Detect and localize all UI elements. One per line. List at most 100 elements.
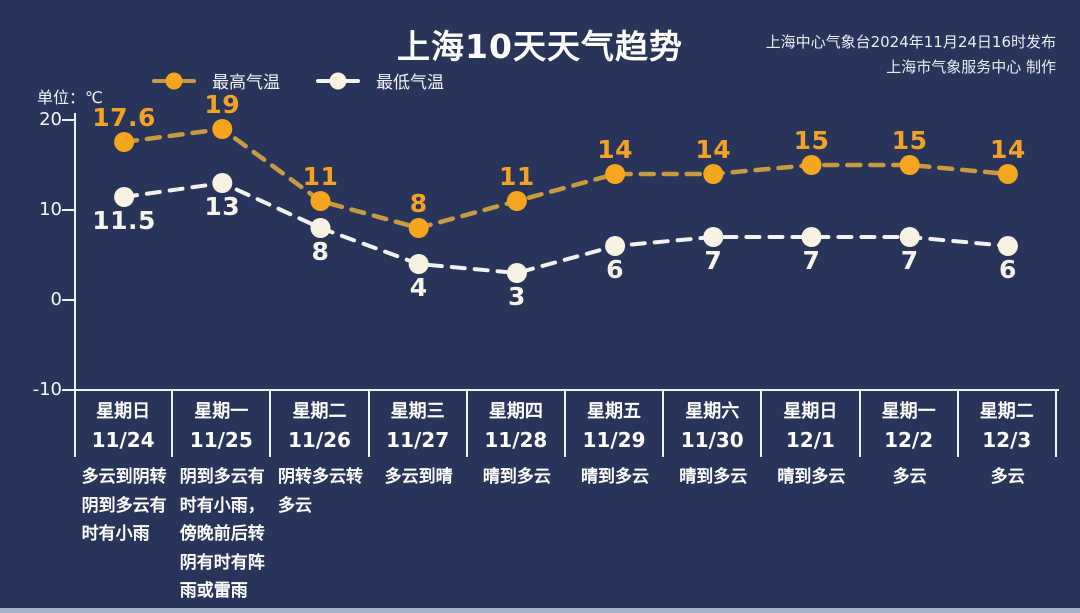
date-label: 11/28 bbox=[484, 427, 548, 452]
high-temp-marker-icon bbox=[703, 164, 724, 184]
weekday-label: 星期六 bbox=[685, 400, 740, 422]
high-temp-value-label: 15 bbox=[793, 126, 830, 155]
weekday-label: 星期四 bbox=[488, 400, 543, 422]
date-label: 12/2 bbox=[884, 427, 934, 452]
weekday-label: 星期一 bbox=[194, 400, 249, 422]
weekday-label: 星期一 bbox=[881, 400, 936, 422]
legend-item-low-temp: 最低气温 bbox=[316, 68, 444, 93]
legend: 最高气温 最低气温 bbox=[152, 68, 444, 93]
high-temp-value-label: 19 bbox=[204, 90, 241, 119]
low-temp-marker-icon bbox=[114, 187, 135, 207]
weather-cell: 晴到多云 bbox=[566, 463, 664, 606]
date-label: 11/25 bbox=[189, 427, 253, 452]
high-temp-value-label: 14 bbox=[989, 135, 1026, 164]
high-temp-marker-icon bbox=[801, 155, 822, 175]
y-tick-label: -10 bbox=[32, 379, 62, 400]
low-temp-value-label: 11.5 bbox=[92, 206, 156, 235]
day-column-header: 星期二 12/3 bbox=[959, 391, 1057, 457]
date-label: 11/29 bbox=[582, 427, 646, 452]
bottom-bar bbox=[0, 608, 1080, 613]
low-temp-marker-icon bbox=[801, 227, 822, 247]
y-tick-mark bbox=[62, 119, 74, 121]
legend-label-high: 最高气温 bbox=[212, 73, 280, 93]
high-temp-value-label: 8 bbox=[409, 189, 428, 218]
weekday-label: 星期二 bbox=[979, 400, 1034, 422]
weather-text: 多云到阴转 阴到多云有 时有小雨 bbox=[81, 467, 167, 544]
low-temp-value-label: 7 bbox=[802, 246, 821, 275]
low-temp-value-label: 4 bbox=[409, 273, 428, 302]
date-label: 11/27 bbox=[386, 427, 450, 452]
high-temp-value-label: 11 bbox=[498, 162, 535, 191]
y-tick-mark bbox=[62, 209, 74, 211]
date-label: 11/26 bbox=[287, 427, 351, 452]
date-label: 11/24 bbox=[91, 427, 155, 452]
high-temp-legend-marker-icon bbox=[152, 72, 196, 89]
weekday-label: 星期五 bbox=[587, 400, 642, 422]
low-temp-marker-icon bbox=[506, 263, 527, 283]
weather-cell: 晴到多云 bbox=[762, 463, 860, 606]
low-temp-marker-icon bbox=[899, 227, 920, 247]
high-temp-marker-icon bbox=[997, 164, 1018, 184]
publisher-line-2: 上海市气象服务中心 制作 bbox=[886, 58, 1056, 76]
high-temp-marker-icon bbox=[212, 119, 233, 139]
day-column-header: 星期二 11/26 bbox=[271, 391, 370, 457]
low-temp-value-label: 13 bbox=[204, 192, 241, 221]
weather-cell: 阴转多云转 多云 bbox=[271, 463, 369, 606]
page-title: 上海10天天气趋势 bbox=[397, 27, 683, 66]
date-label: 12/1 bbox=[785, 427, 835, 452]
weekday-label: 星期日 bbox=[783, 400, 838, 422]
day-column-header: 星期日 11/24 bbox=[75, 391, 174, 457]
high-temp-value-label: 14 bbox=[597, 135, 633, 164]
low-temp-marker-icon bbox=[605, 236, 626, 256]
y-tick-label: 20 bbox=[39, 109, 62, 130]
weather-cell: 多云 bbox=[861, 463, 959, 606]
weather-text: 阴到多云有 时有小雨， 傍晚前后转 阴有时有阵 雨或雷雨 bbox=[179, 467, 265, 601]
high-temp-marker-icon bbox=[506, 191, 527, 211]
day-column-header: 星期五 11/29 bbox=[566, 391, 665, 457]
weather-row: 多云到阴转 阴到多云有 时有小雨 阴到多云有 时有小雨， 傍晚前后转 阴有时有阵 雨或雷雨 阴转… bbox=[75, 463, 1059, 606]
low-temp-dot-icon bbox=[329, 72, 347, 89]
day-column-header: 星期六 11/30 bbox=[664, 391, 763, 457]
day-column-header: 星期一 11/25 bbox=[173, 391, 272, 457]
weather-cell: 晴到多云 bbox=[664, 463, 762, 606]
publisher-info: 上海中心气象台2024年11月24日16时发布 上海市气象服务中心 制作 bbox=[766, 30, 1056, 80]
low-temp-value-label: 8 bbox=[311, 237, 330, 266]
high-temp-value-label: 14 bbox=[695, 135, 732, 164]
high-temp-value-label: 15 bbox=[891, 126, 928, 155]
weather-text: 多云 bbox=[892, 467, 927, 487]
low-temp-marker-icon bbox=[997, 236, 1018, 256]
low-temp-value-label: 6 bbox=[606, 255, 625, 284]
high-temp-marker-icon bbox=[310, 191, 331, 211]
weather-text: 阴转多云转 多云 bbox=[277, 467, 363, 516]
low-temp-value-label: 6 bbox=[998, 255, 1017, 284]
weather-text: 多云 bbox=[990, 467, 1025, 487]
weather-cell: 晴到多云 bbox=[468, 463, 566, 606]
y-tick-mark bbox=[62, 389, 74, 391]
low-temp-value-label: 7 bbox=[900, 246, 919, 275]
legend-label-low: 最低气温 bbox=[376, 73, 444, 93]
legend-item-high-temp: 最高气温 bbox=[152, 68, 280, 93]
low-temp-line bbox=[122, 180, 1010, 276]
low-temp-marker-icon bbox=[408, 254, 429, 274]
high-temp-value-label: 11 bbox=[302, 162, 339, 191]
date-label: 12/3 bbox=[982, 427, 1032, 452]
low-temp-marker-icon bbox=[703, 227, 724, 247]
y-tick-label: 0 bbox=[50, 289, 62, 310]
high-temp-dot-icon bbox=[165, 72, 183, 89]
day-column-header: 星期日 12/1 bbox=[762, 391, 861, 457]
x-axis-line bbox=[74, 389, 1059, 391]
weather-text: 晴到多云 bbox=[679, 467, 748, 487]
weather-text: 晴到多云 bbox=[777, 467, 846, 487]
high-temp-marker-icon bbox=[408, 218, 429, 238]
y-tick-label: 10 bbox=[39, 199, 62, 220]
weather-cell: 多云 bbox=[959, 463, 1057, 606]
day-column-header: 星期三 11/27 bbox=[370, 391, 468, 457]
weekday-label: 星期二 bbox=[292, 400, 347, 422]
day-column-header: 星期四 11/28 bbox=[468, 391, 566, 457]
y-axis-line bbox=[74, 113, 76, 457]
high-temp-marker-icon bbox=[899, 155, 920, 175]
low-temp-marker-icon bbox=[310, 218, 331, 238]
low-temp-value-label: 3 bbox=[507, 282, 526, 311]
date-label: 11/30 bbox=[680, 427, 744, 452]
